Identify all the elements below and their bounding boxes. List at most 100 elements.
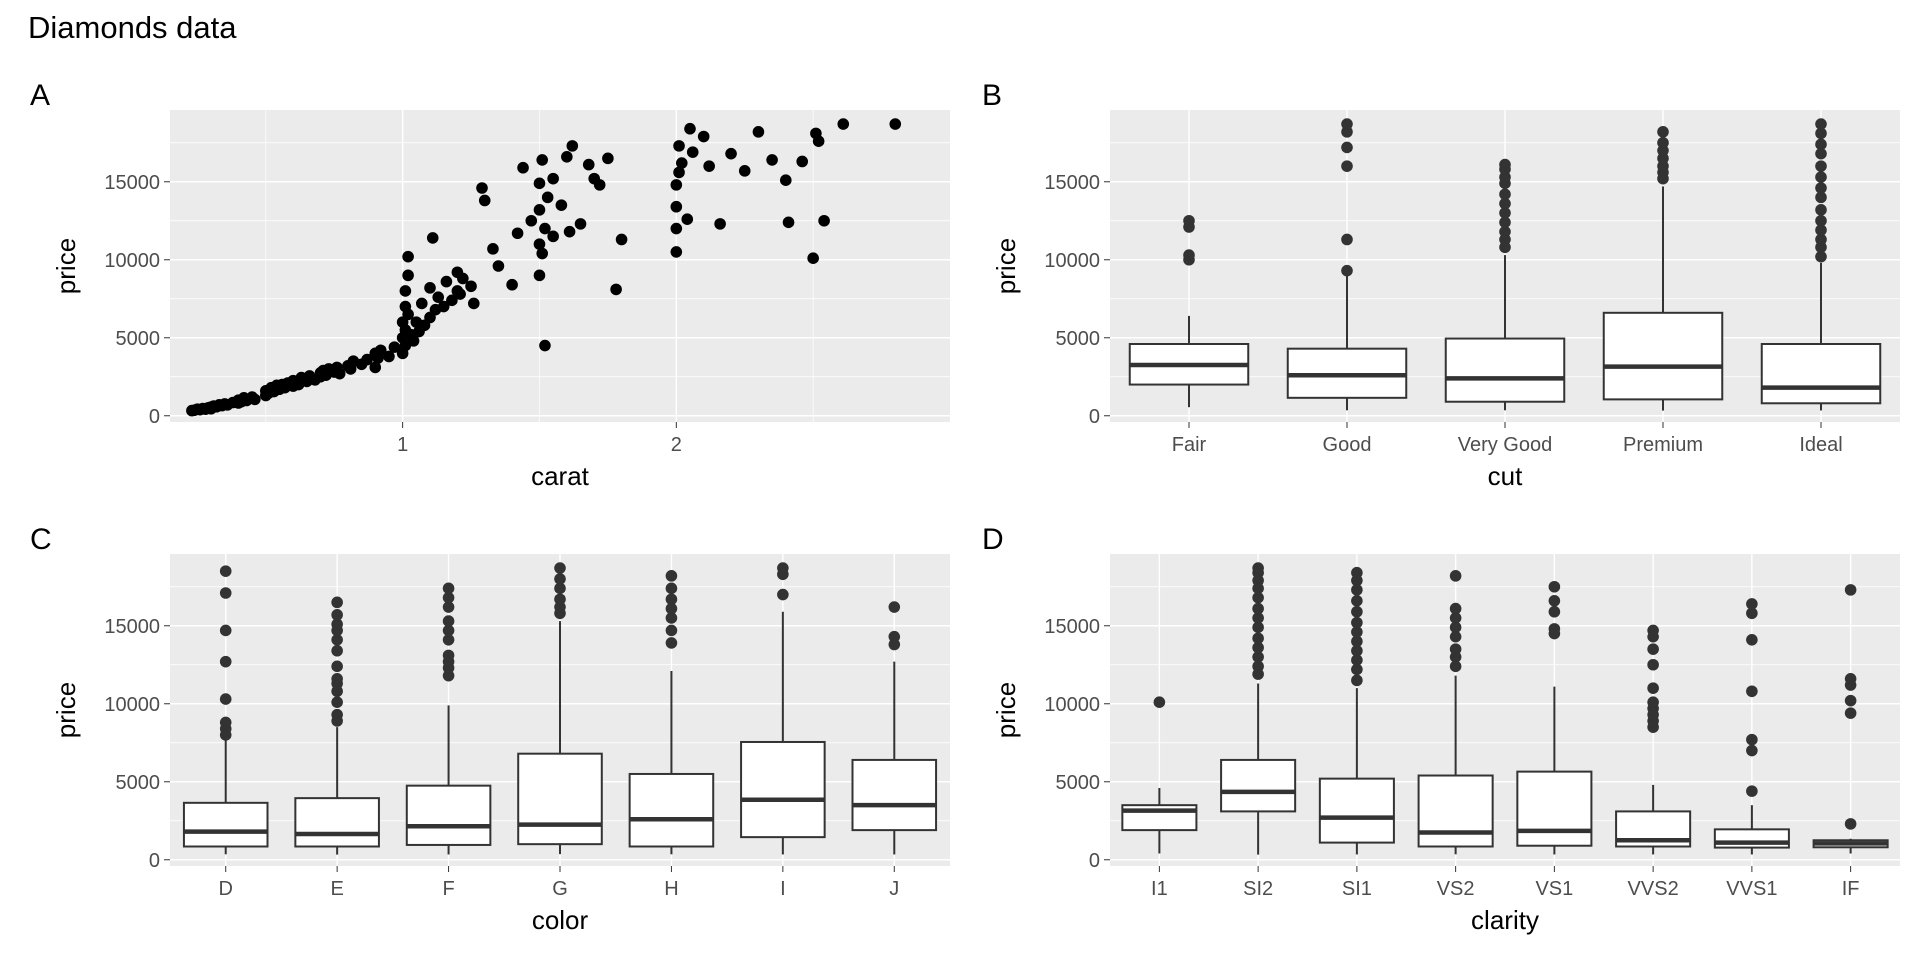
- data-point: [889, 118, 902, 130]
- outlier-point: [1815, 147, 1827, 160]
- y-axis-title: price: [51, 238, 81, 294]
- data-point: [525, 214, 538, 227]
- outlier-point: [1449, 643, 1462, 655]
- panel-tag: C: [30, 523, 52, 556]
- panel-a: 0 5000 10000 15000 1 2 carat price A: [30, 79, 950, 491]
- y-tick-label: 10000: [104, 694, 160, 716]
- data-point: [533, 269, 546, 282]
- data-point: [539, 222, 551, 235]
- data-point: [440, 275, 453, 288]
- data-point: [837, 118, 850, 130]
- outlier-point: [1746, 607, 1758, 620]
- y-tick-label: 0: [1089, 406, 1100, 428]
- iqr-box: [1220, 758, 1297, 813]
- data-point: [333, 367, 346, 380]
- boxplot-si1: [1318, 566, 1395, 855]
- y-tick-label: 5000: [116, 328, 161, 350]
- outlier-point: [1351, 566, 1363, 579]
- iqr-box: [1760, 343, 1882, 405]
- data-point: [675, 157, 688, 169]
- outlier-point: [1815, 127, 1827, 140]
- data-point: [388, 341, 401, 353]
- outlier-point: [554, 593, 566, 606]
- iqr-box: [851, 758, 938, 832]
- boxplot-i1: [1121, 696, 1198, 854]
- iqr-box: [1713, 828, 1790, 849]
- outlier-point: [331, 696, 343, 708]
- outlier-point: [219, 565, 232, 577]
- outlier-point: [1499, 158, 1511, 171]
- outlier-point: [1499, 225, 1511, 238]
- data-point: [536, 247, 549, 260]
- panel-background: [170, 110, 950, 422]
- iqr-box: [1444, 337, 1566, 403]
- data-point: [517, 161, 529, 174]
- data-point: [703, 160, 715, 172]
- outlier-point: [665, 582, 678, 595]
- outlier-point: [1815, 138, 1827, 151]
- outlier-point: [1548, 623, 1561, 635]
- x-tick-label: I: [780, 878, 786, 900]
- outlier-point: [219, 624, 232, 637]
- data-point: [574, 218, 587, 230]
- x-tick-label: Fair: [1172, 434, 1207, 456]
- data-point: [424, 282, 436, 294]
- outlier-point: [1815, 250, 1827, 263]
- x-tick-label: E: [330, 878, 343, 900]
- data-point: [492, 260, 505, 272]
- outlier-point: [1351, 584, 1363, 596]
- data-point: [807, 252, 819, 264]
- outlier-point: [554, 562, 566, 574]
- data-point: [670, 222, 683, 235]
- data-point: [437, 300, 450, 313]
- outlier-point: [554, 582, 566, 595]
- x-axis-title: clarity: [1471, 905, 1539, 935]
- data-point: [402, 250, 414, 263]
- data-point: [454, 288, 466, 300]
- outlier-point: [1341, 233, 1353, 246]
- data-point: [681, 213, 694, 225]
- outlier-point: [1351, 595, 1363, 607]
- boxplot-g: [517, 562, 603, 855]
- outlier-point: [1548, 580, 1561, 593]
- outlier-point: [1647, 658, 1659, 671]
- outlier-point: [1844, 694, 1857, 707]
- outlier-point: [1252, 602, 1264, 615]
- data-point: [673, 140, 685, 152]
- y-axis-title: price: [51, 682, 81, 738]
- outlier-point: [331, 634, 343, 646]
- data-point: [533, 204, 546, 216]
- x-tick-label: SI1: [1342, 878, 1372, 900]
- outlier-point: [1844, 818, 1857, 830]
- data-point: [673, 166, 685, 179]
- outlier-point: [1351, 644, 1363, 657]
- outlier-point: [219, 655, 232, 668]
- y-tick-label: 0: [1089, 850, 1100, 872]
- outlier-point: [1815, 160, 1827, 172]
- data-point: [478, 194, 491, 207]
- outlier-point: [331, 596, 343, 609]
- outlier-point: [1844, 673, 1857, 685]
- data-point: [812, 135, 825, 147]
- outlier-point: [442, 634, 455, 646]
- data-point: [684, 122, 696, 135]
- data-point: [465, 280, 477, 293]
- y-tick-label: 15000: [1044, 172, 1100, 194]
- data-point: [511, 227, 524, 240]
- outlier-point: [331, 673, 343, 685]
- outlier-point: [665, 624, 678, 637]
- data-point: [602, 152, 614, 165]
- panel-background: [1110, 554, 1900, 866]
- outlier-point: [554, 573, 566, 585]
- outlier-point: [1815, 182, 1827, 194]
- y-tick-label: 15000: [1044, 616, 1100, 638]
- outlier-point: [1815, 118, 1827, 130]
- outlier-point: [1351, 605, 1363, 618]
- x-tick-label: 1: [397, 434, 408, 456]
- outlier-point: [665, 593, 678, 606]
- outlier-point: [442, 649, 455, 662]
- x-axis-title: carat: [531, 461, 590, 491]
- data-point: [415, 297, 428, 310]
- iqr-box: [1318, 777, 1395, 844]
- outlier-point: [1815, 171, 1827, 183]
